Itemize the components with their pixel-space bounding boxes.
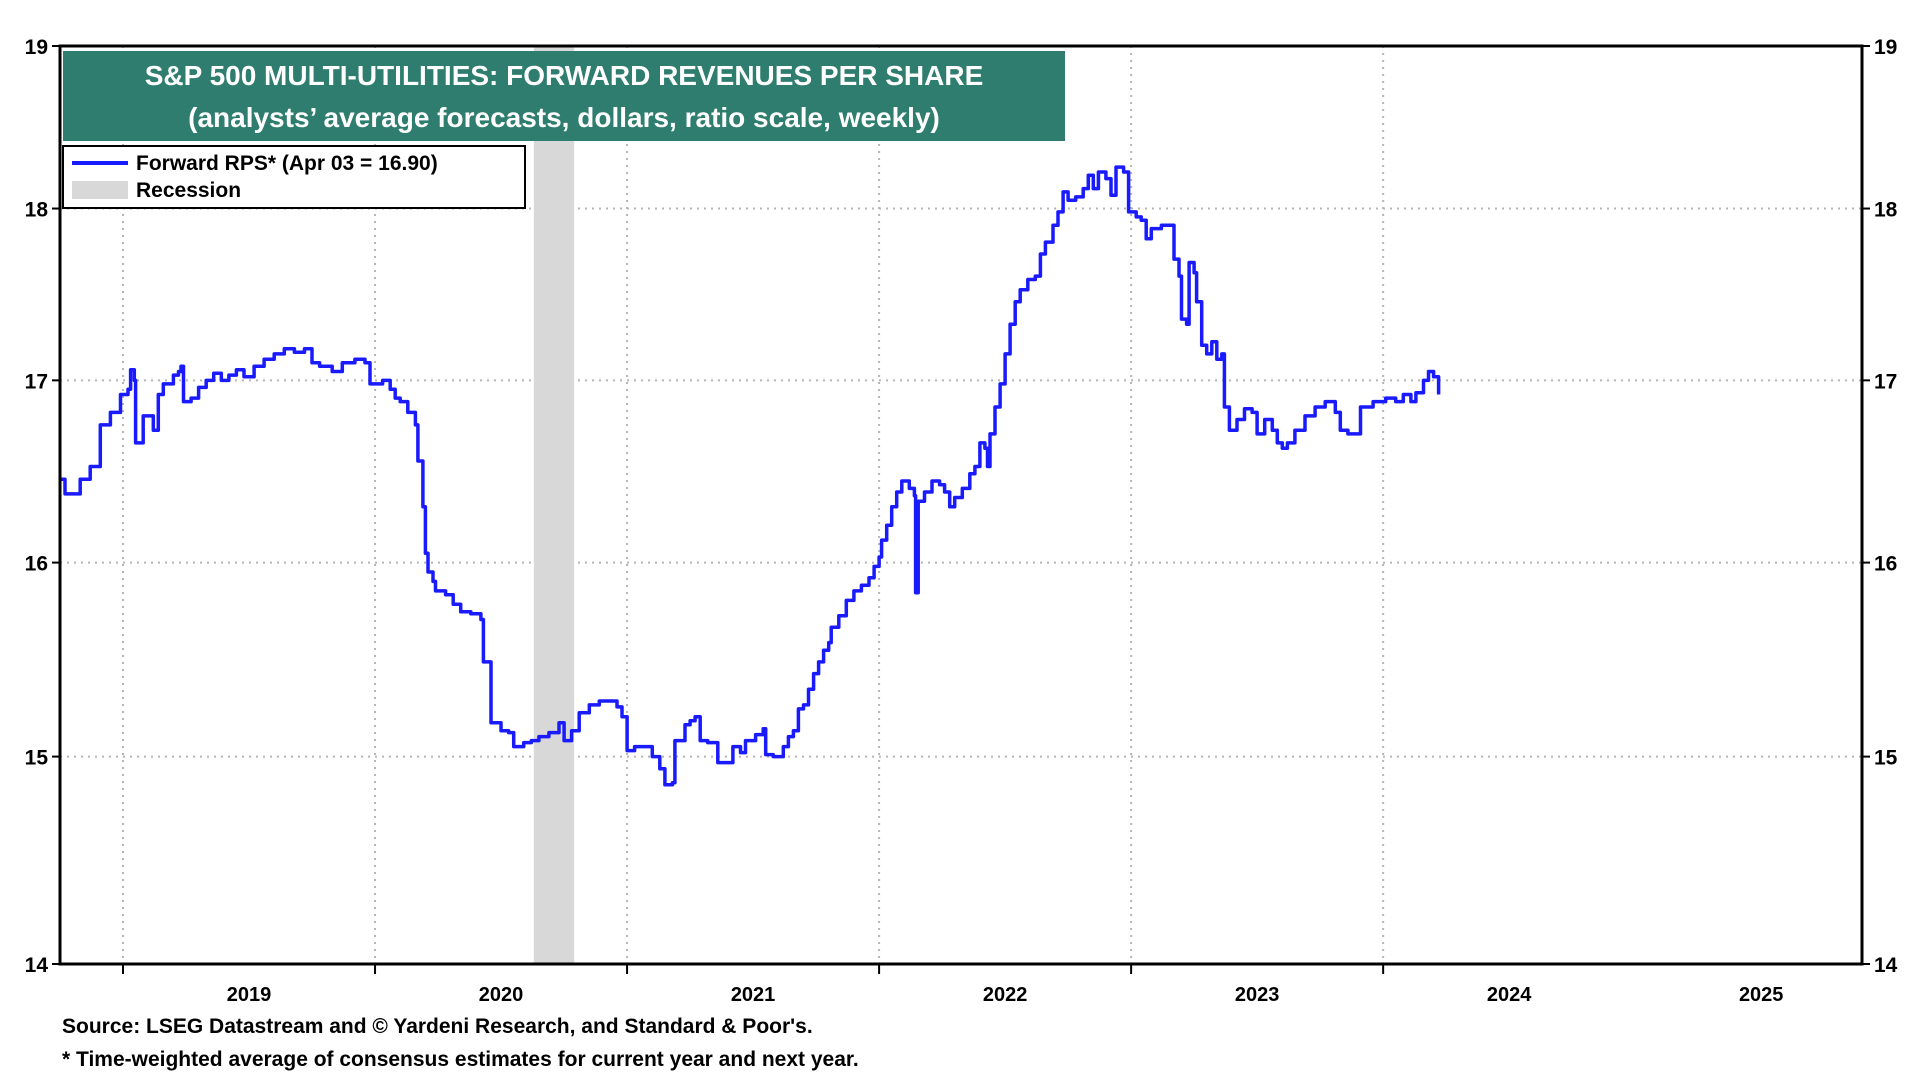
year-label-2025: 2025 bbox=[1739, 984, 1784, 1006]
series-line-forward-rps bbox=[60, 165, 1441, 787]
axes: 14 14 15 15 16 16 17 17 18 18 19 19 2019 2020 2021 2022… bbox=[25, 36, 1898, 1006]
recession-band bbox=[533, 46, 575, 964]
ytick-label-left-19: 19 bbox=[25, 36, 48, 59]
series-layer bbox=[60, 165, 1441, 787]
ytick-label-right-16: 16 bbox=[1874, 553, 1897, 576]
ytick-label-right-15: 15 bbox=[1874, 747, 1898, 770]
ytick-label-right-18: 18 bbox=[1874, 199, 1898, 222]
legend-box bbox=[62, 145, 526, 209]
year-label-2023: 2023 bbox=[1235, 984, 1280, 1006]
chart-title: S&P 500 MULTI-UTILITIES: FORWARD REVENUE… bbox=[145, 60, 984, 91]
ytick-label-left-18: 18 bbox=[25, 199, 49, 222]
recession-layer bbox=[533, 46, 575, 964]
ytick-label-right-17: 17 bbox=[1874, 370, 1897, 393]
year-label-2022: 2022 bbox=[983, 984, 1028, 1006]
year-label-2024: 2024 bbox=[1487, 984, 1532, 1006]
year-label-2020: 2020 bbox=[479, 984, 524, 1006]
legend-series-label: Forward RPS* (Apr 03 = 16.90) bbox=[136, 152, 438, 175]
chart-subtitle: (analysts’ average forecasts, dollars, r… bbox=[188, 102, 940, 133]
title-box: S&P 500 MULTI-UTILITIES: FORWARD REVENUE… bbox=[63, 51, 1065, 141]
legend: Forward RPS* (Apr 03 = 16.90) Recession bbox=[62, 145, 526, 209]
year-label-2019: 2019 bbox=[227, 984, 272, 1006]
source-note: Source: LSEG Datastream and © Yardeni Re… bbox=[62, 1015, 813, 1038]
ytick-label-left-17: 17 bbox=[25, 370, 48, 393]
gridlines bbox=[60, 46, 1862, 964]
ytick-label-right-14: 14 bbox=[1874, 954, 1898, 977]
ytick-label-right-19: 19 bbox=[1874, 36, 1897, 59]
ytick-label-left-15: 15 bbox=[25, 747, 49, 770]
ytick-label-left-16: 16 bbox=[25, 553, 48, 576]
title-background bbox=[63, 51, 1065, 141]
plot-frame bbox=[58, 44, 1864, 966]
legend-recession-label: Recession bbox=[136, 179, 241, 202]
legend-recession-swatch bbox=[72, 181, 128, 199]
footnote: * Time-weighted average of consensus est… bbox=[62, 1048, 859, 1071]
year-label-2021: 2021 bbox=[731, 984, 776, 1006]
ytick-label-left-14: 14 bbox=[25, 954, 49, 977]
